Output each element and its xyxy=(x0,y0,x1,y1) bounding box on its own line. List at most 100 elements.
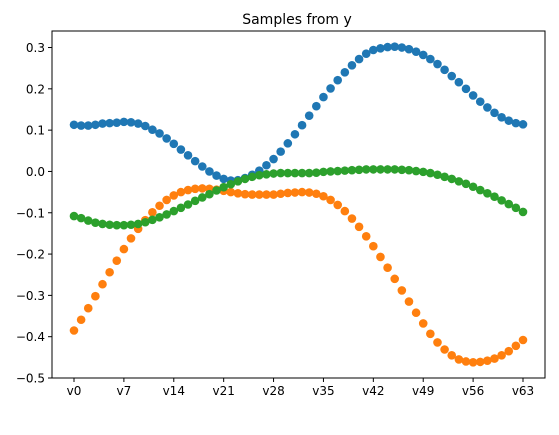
series-2-point xyxy=(197,193,207,202)
series-1-point xyxy=(304,188,314,197)
series-1-point xyxy=(333,200,343,210)
y-tick-label: 0.2 xyxy=(26,82,45,96)
series-2-point xyxy=(504,199,514,209)
series-1-point xyxy=(183,185,193,195)
series-1-point xyxy=(190,184,200,194)
series-1-point xyxy=(69,326,79,335)
series-2-point xyxy=(433,170,442,180)
series-2-point xyxy=(468,182,478,192)
series-0-point xyxy=(483,103,492,112)
series-2-point xyxy=(490,192,499,201)
series-2-point xyxy=(254,170,264,180)
series-0-point xyxy=(426,54,435,64)
series-0-point xyxy=(326,84,335,93)
x-tick-label: v28 xyxy=(262,384,284,398)
series-2-point xyxy=(461,179,471,189)
series-1-point xyxy=(276,189,285,199)
series-1-point xyxy=(433,338,442,347)
series-2-point xyxy=(190,196,200,206)
series-1-point xyxy=(76,315,86,325)
series-0-point xyxy=(340,68,350,77)
series-2-point xyxy=(497,196,506,205)
series-0-point xyxy=(404,44,414,54)
series-1-point xyxy=(148,208,157,217)
series-2-point xyxy=(155,213,164,222)
series-2-point xyxy=(219,182,228,192)
series-2-point xyxy=(247,172,257,182)
series-0-point xyxy=(490,108,499,118)
series-2-point xyxy=(426,168,435,178)
y-tick-label: −0.1 xyxy=(16,206,45,220)
x-tick-label: v14 xyxy=(163,384,185,398)
series-0-point xyxy=(98,119,107,128)
series-2-point xyxy=(162,210,171,219)
series-2-point xyxy=(340,166,350,175)
series-0-point xyxy=(183,151,193,160)
series-0-point xyxy=(518,120,528,129)
series-1-point xyxy=(254,190,264,199)
series-2-point xyxy=(176,203,186,213)
series-0-point xyxy=(454,77,464,87)
series-0-point xyxy=(468,91,478,100)
series-1-point xyxy=(247,190,257,199)
series-0-point xyxy=(105,118,114,128)
series-2-point xyxy=(418,167,428,177)
series-0-point xyxy=(333,75,343,85)
series-0-point xyxy=(176,145,186,154)
series-1-point xyxy=(112,256,122,265)
series-0-point xyxy=(155,129,164,138)
series-1-point xyxy=(119,244,129,254)
series-2-point xyxy=(69,211,79,221)
series-1-point xyxy=(233,189,243,198)
series-0-point xyxy=(140,121,150,131)
series-0-point xyxy=(148,125,157,135)
series-0-point xyxy=(304,111,314,120)
series-1-point xyxy=(518,335,528,345)
series-2-point xyxy=(404,165,414,175)
series-2-point xyxy=(212,186,221,195)
series-0-point xyxy=(119,117,129,127)
series-1-point xyxy=(347,214,357,223)
series-1-point xyxy=(397,286,407,295)
x-axis: v0 v7 v14 v21 v28 v35 v42 v49 v56 v63 xyxy=(67,378,534,398)
series-1-point xyxy=(411,308,421,318)
series-2-point xyxy=(319,167,328,177)
series-1-point xyxy=(155,201,164,211)
series-1-point xyxy=(376,252,385,262)
series-1-point xyxy=(418,319,428,328)
series-2-point xyxy=(140,217,150,227)
series-1-point xyxy=(162,195,171,205)
chart-marks xyxy=(69,42,528,367)
series-0-point xyxy=(319,92,328,102)
series-2-point xyxy=(112,220,122,230)
series-0-point xyxy=(511,118,521,128)
series-2-point xyxy=(148,215,157,225)
series-2-point xyxy=(369,165,378,174)
series-0-point xyxy=(169,139,179,149)
series-1-point xyxy=(169,191,179,200)
series-2-point xyxy=(98,219,107,229)
series-0-point xyxy=(69,120,79,130)
series-1-point xyxy=(126,234,136,243)
series-0-point xyxy=(433,59,442,69)
series-1-point xyxy=(511,341,521,351)
series-1-point xyxy=(426,329,435,339)
series-1-point xyxy=(383,263,392,273)
series-2-point xyxy=(240,174,250,184)
series-1-point xyxy=(504,346,514,356)
series-2-point xyxy=(333,166,343,176)
series-2-point xyxy=(304,168,314,178)
series-1-point xyxy=(361,232,371,241)
x-tick-label: v56 xyxy=(462,384,484,398)
series-1-point xyxy=(240,189,250,199)
series-2-point xyxy=(233,177,243,186)
series-0-point xyxy=(347,60,357,70)
series-2-point xyxy=(383,165,392,174)
series-0-point xyxy=(504,116,514,125)
x-tick-label: v0 xyxy=(67,384,82,398)
series-2-point xyxy=(511,203,521,213)
series-1-point xyxy=(83,303,93,313)
series-0-point xyxy=(83,121,93,130)
series-0-point xyxy=(397,43,407,52)
